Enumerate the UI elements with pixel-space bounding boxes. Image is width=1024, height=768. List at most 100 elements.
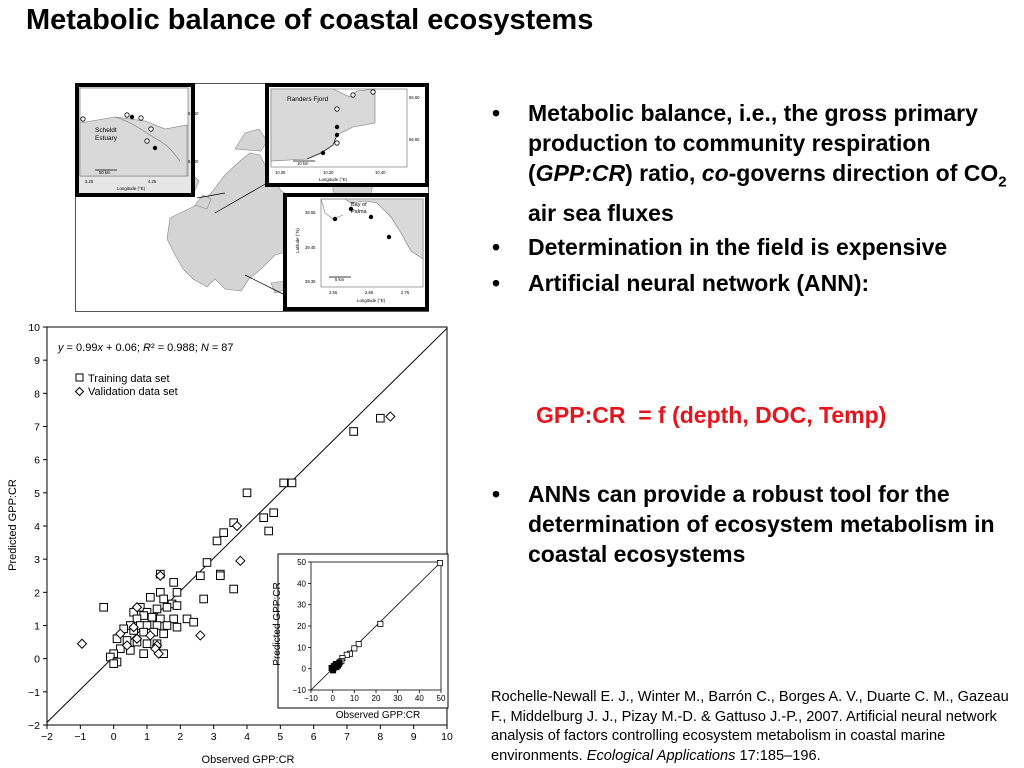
palma-xlabel: Longitude (°E) [357, 298, 386, 303]
validation-point [128, 621, 139, 633]
bullet-ann: • Artificial neural network (ANN): [492, 269, 870, 296]
x-tick-label: 2 [177, 731, 183, 743]
scheldt-inset: Scheldt Estuary 50 km 51.50 51.00 3.25 4… [75, 83, 199, 197]
inset-point [343, 651, 350, 658]
palma-label2: Palma [351, 209, 368, 215]
randers-scale: 10 km [297, 161, 309, 166]
y-tick-label: −2 [28, 720, 40, 732]
x-tick-label: −2 [41, 731, 53, 743]
bullet-dot: • [492, 481, 501, 507]
training-point [159, 629, 168, 639]
inset-x-tick-label: 10 [350, 694, 359, 703]
y-tick-label: 9 [34, 355, 40, 367]
scheldt-label2: Estuary [95, 135, 118, 142]
validation-point [121, 640, 133, 651]
palma-xtick-3: 2.75 [401, 290, 410, 295]
ann-formula: GPP:CR = f (depth, DOC, Temp) [536, 402, 887, 428]
training-point [169, 578, 178, 587]
training-point [172, 588, 182, 597]
y-tick-label: 10 [28, 322, 40, 334]
randers-xtick-2: 10.20 [323, 170, 334, 175]
x-tick-label: −1 [74, 731, 86, 743]
randers-label: Randers Fjord [287, 96, 329, 103]
validation-point [76, 638, 88, 649]
palma-label1: Bay of [351, 202, 367, 208]
site-map-figure: Scheldt Estuary 50 km 51.50 51.00 3.25 4… [75, 83, 429, 312]
bullet-list-2: • ANNs can provide a robust tool for the … [488, 479, 1018, 569]
training-point [376, 413, 385, 423]
citation: Rochelle-Newall E. J., Winter M., Barrón… [491, 689, 1009, 764]
randers-ytick-2: 56.50 [409, 137, 420, 142]
training-point [139, 627, 148, 637]
training-point [202, 558, 212, 567]
x-tick-label: 3 [211, 731, 217, 743]
x-tick-label: 0 [111, 731, 117, 743]
validation-point [131, 633, 143, 644]
y-tick-label: −1 [28, 687, 40, 699]
training-point [279, 478, 288, 488]
scheldt-pointer [196, 192, 226, 199]
validation-point [385, 411, 396, 422]
palma-scale: 5 km [335, 277, 345, 282]
training-point [147, 612, 157, 622]
palma-xtick-1: 2.55 [329, 290, 338, 295]
training-point [109, 659, 118, 668]
inset-y-tick-label: 50 [297, 558, 306, 567]
inset-frame [277, 553, 449, 709]
scheldt-ytick-1: 51.50 [188, 111, 199, 116]
training-point [219, 528, 228, 537]
training-point [159, 594, 168, 604]
training-point [264, 526, 273, 536]
training-point [212, 536, 222, 546]
inset-dense-point [336, 659, 343, 666]
slide-title: Metabolic balance of coastal ecosystems [26, 4, 594, 36]
bullet-list: • Metabolic balance, i.e., the gross prim… [488, 98, 1018, 298]
inset-y-tick-label: 0 [302, 665, 307, 674]
training-point [162, 621, 172, 630]
inset-y-tick-label: 20 [297, 622, 306, 631]
palma-xtick-2: 2.65 [365, 290, 374, 295]
bullet-metabolic-balance: • Metabolic balance, i.e., the gross prim… [492, 100, 1007, 226]
randers-ytick-1: 56.60 [409, 95, 420, 100]
palma-ytick-3: 39.35 [305, 279, 316, 284]
randers-inset: Randers Fjord 10 km 56.60 56.50 10.05 10… [265, 83, 429, 187]
inset-x-tick-label: 50 [437, 694, 446, 703]
x-tick-label: 10 [441, 731, 453, 743]
inset-x-axis-label: Observed GPP:CR [336, 710, 420, 721]
scheldt-scale: 50 km [99, 170, 111, 175]
scheldt-xtick-2: 4.25 [148, 179, 157, 184]
training-point [199, 594, 208, 604]
training-point [287, 478, 297, 488]
x-tick-label: 4 [244, 731, 250, 743]
palma-ytick-1: 39.55 [305, 210, 316, 215]
y-tick-label: 7 [34, 422, 40, 434]
x-tick-label: 7 [344, 731, 350, 743]
training-point [146, 593, 155, 602]
palma-inset: Bay of Palma 5 km 39.55 39.45 39.35 2.55… [283, 193, 429, 311]
x-axis-label: Observed GPP:CR [202, 754, 295, 766]
training-point [216, 571, 225, 581]
legend-validation-label: Validation data set [88, 386, 178, 398]
training-point [172, 622, 182, 632]
inset-y-tick-label: 10 [297, 643, 306, 652]
y-tick-label: 4 [34, 521, 40, 533]
validation-point [235, 555, 246, 567]
x-tick-label: 8 [377, 731, 383, 743]
inset-point [351, 645, 358, 652]
inset-y-tick-label: 30 [297, 601, 306, 610]
x-tick-label: 6 [311, 731, 317, 743]
legend-training-label: Training data set [88, 373, 170, 385]
y-tick-label: 0 [34, 654, 40, 666]
training-point [229, 584, 238, 594]
training-point [116, 644, 125, 654]
bullet-dot: • [492, 233, 501, 260]
validation-point [195, 630, 206, 641]
training-point [139, 649, 148, 658]
inset-point [377, 620, 384, 627]
scheldt-xlabel: Longitude (°E) [117, 186, 146, 191]
scheldt-xtick-1: 3.25 [85, 179, 94, 184]
training-point [99, 602, 108, 612]
x-tick-label: 9 [411, 731, 417, 743]
inset-x-tick-label: 20 [372, 694, 381, 703]
